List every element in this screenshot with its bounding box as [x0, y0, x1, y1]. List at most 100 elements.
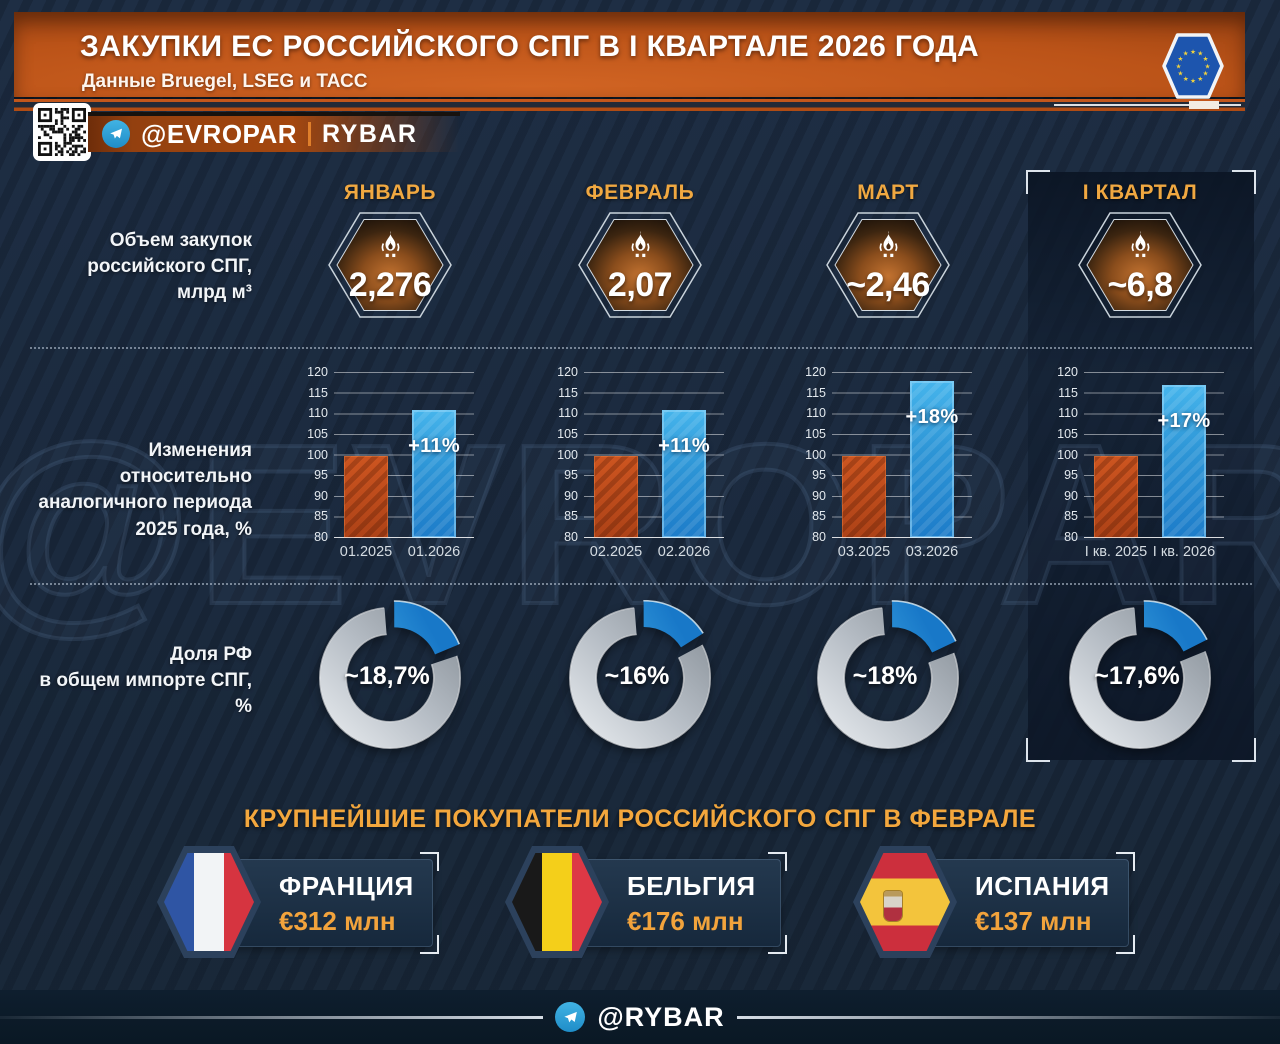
chart-plot: +11% [334, 372, 474, 538]
volume-value: ~2,46 [846, 266, 930, 304]
y-tick-label: 100 [1057, 447, 1078, 462]
donut-chart-svg [816, 600, 964, 750]
share-value: ~18% [852, 662, 918, 690]
chart-plot: +17% [1084, 372, 1224, 538]
svg-text:★: ★ [1183, 51, 1189, 58]
gas-flame-icon [381, 231, 400, 258]
x-label-2026: 02.2026 [657, 544, 711, 560]
x-label-2026: 01.2026 [407, 544, 461, 560]
bracket-corner [1116, 852, 1135, 871]
qr-code [33, 103, 91, 161]
svg-text:★: ★ [1183, 76, 1189, 83]
bracket-corner [1232, 170, 1256, 194]
channel-logo-bar: @EVROPAR RYBAR [88, 112, 460, 152]
y-tick-label: 100 [307, 447, 328, 462]
country-name: БЕЛЬГИЯ [627, 871, 756, 901]
donut-chart-svg [318, 600, 466, 750]
volume-badge-january: 2,276 [327, 210, 453, 320]
brand-label: RYBAR [322, 119, 418, 148]
x-label-2025: 03.2025 [837, 544, 891, 560]
bracket-corner [420, 852, 439, 871]
svg-text:★: ★ [1176, 63, 1182, 70]
share-value: ~18,7% [344, 662, 430, 690]
bracket-corner [768, 852, 787, 871]
x-label-2025: I кв. 2025 [1084, 544, 1148, 560]
bar-2026 [412, 410, 456, 538]
y-tick-label: 115 [806, 385, 826, 400]
donut-ring [562, 599, 718, 761]
purchase-value: €176 млн [627, 906, 744, 936]
data-sources-subtitle: Данные Bruegel, LSEG и ТАСС [82, 71, 368, 92]
donut-ring [312, 600, 468, 761]
svg-text:★: ★ [1190, 78, 1196, 85]
y-tick-label: 80 [1064, 530, 1078, 544]
bar-2026 [910, 381, 954, 538]
donut-chart-february: ~16% [562, 599, 718, 756]
svg-text:★: ★ [1197, 51, 1203, 58]
svg-text:★: ★ [1190, 49, 1196, 56]
y-tick-label: 85 [812, 509, 826, 524]
y-tick-label: 80 [564, 530, 578, 544]
y-tick-label: 90 [314, 488, 328, 503]
share-value: ~17,6% [1094, 662, 1180, 690]
svg-text:★: ★ [1197, 76, 1203, 83]
share-row-label: Доля РФ в общем импорте СПГ, % [39, 644, 252, 718]
y-tick-label: 120 [307, 365, 328, 379]
y-tick-label: 105 [557, 426, 578, 441]
volume-badge-quarter: ~6,8 [1077, 210, 1203, 320]
buyer-card-france: ФРАНЦИЯ €312 млн [157, 846, 439, 958]
buyer-card-spain: ИСПАНИЯ €137 млн [853, 846, 1135, 958]
y-tick-label: 105 [805, 426, 826, 441]
dotted-separator [30, 583, 1252, 585]
purchase-value: €137 млн [975, 906, 1092, 936]
y-axis-ticks: 120 115 110 105 100 95 90 85 80 [302, 365, 328, 544]
x-label-2026: 03.2026 [905, 544, 959, 560]
change-row-label: Изменения относительно аналогичного пери… [38, 440, 252, 540]
y-tick-label: 120 [1057, 365, 1078, 379]
y-tick-label: 110 [558, 406, 578, 421]
svg-text:★: ★ [1203, 71, 1209, 78]
volume-badge-february: 2,07 [577, 210, 703, 320]
y-tick-label: 120 [557, 365, 578, 379]
channel-handle: @EVROPAR [141, 118, 298, 149]
spain-coat-of-arms [884, 891, 902, 921]
y-tick-label: 80 [812, 530, 826, 544]
buyer-card-belgium: БЕЛЬГИЯ €176 млн [505, 846, 787, 958]
bar-chart-february: 120 115 110 105 100 95 90 85 80 +11% 02.2025 02.… [552, 365, 728, 568]
y-tick-label: 105 [1057, 426, 1078, 441]
y-tick-label: 110 [1058, 406, 1078, 421]
donut-chart-svg [1068, 600, 1216, 750]
purchase-value: €312 млн [279, 906, 396, 936]
bar-2025 [594, 455, 638, 538]
x-label-2026: I кв. 2026 [1152, 544, 1216, 560]
bar-chart-march: 120 115 110 105 100 95 90 85 80 +18% 03.2025 03.… [800, 365, 976, 568]
y-tick-label: 110 [806, 406, 826, 421]
logo-divider [308, 122, 312, 146]
donut-ring [810, 600, 966, 761]
footer-line [0, 1015, 544, 1019]
bracket-corner [1116, 935, 1135, 954]
volume-row-label: Объем закупок российского СПГ, млрд м³ [87, 230, 252, 304]
share-value: ~16% [604, 662, 670, 690]
y-tick-label: 85 [564, 509, 578, 524]
volume-value: ~6,8 [1107, 266, 1173, 304]
divider-line [1054, 104, 1241, 106]
y-tick-label: 95 [564, 468, 578, 483]
y-tick-label: 95 [812, 468, 826, 483]
bracket-corner [1026, 738, 1050, 762]
delta-label: +11% [408, 435, 460, 458]
svg-text:★: ★ [1177, 71, 1183, 78]
footer-brand-handle: @RYBAR [597, 1001, 725, 1032]
column-header-quarter: I КВАРТАЛ [1082, 181, 1198, 204]
gas-flame-icon [631, 231, 650, 258]
volume-badge-march: ~2,46 [825, 210, 951, 320]
header-divider-strip [14, 99, 1245, 111]
y-tick-label: 90 [1064, 488, 1078, 503]
y-tick-label: 100 [557, 447, 578, 462]
y-tick-label: 85 [314, 509, 328, 524]
qr-pattern [38, 108, 86, 156]
svg-text:★: ★ [1205, 63, 1211, 70]
bar-2026 [662, 410, 706, 538]
y-axis-ticks: 120 115 110 105 100 95 90 85 80 [800, 365, 826, 544]
donut-chart-quarter: ~17,6% [1062, 600, 1218, 756]
